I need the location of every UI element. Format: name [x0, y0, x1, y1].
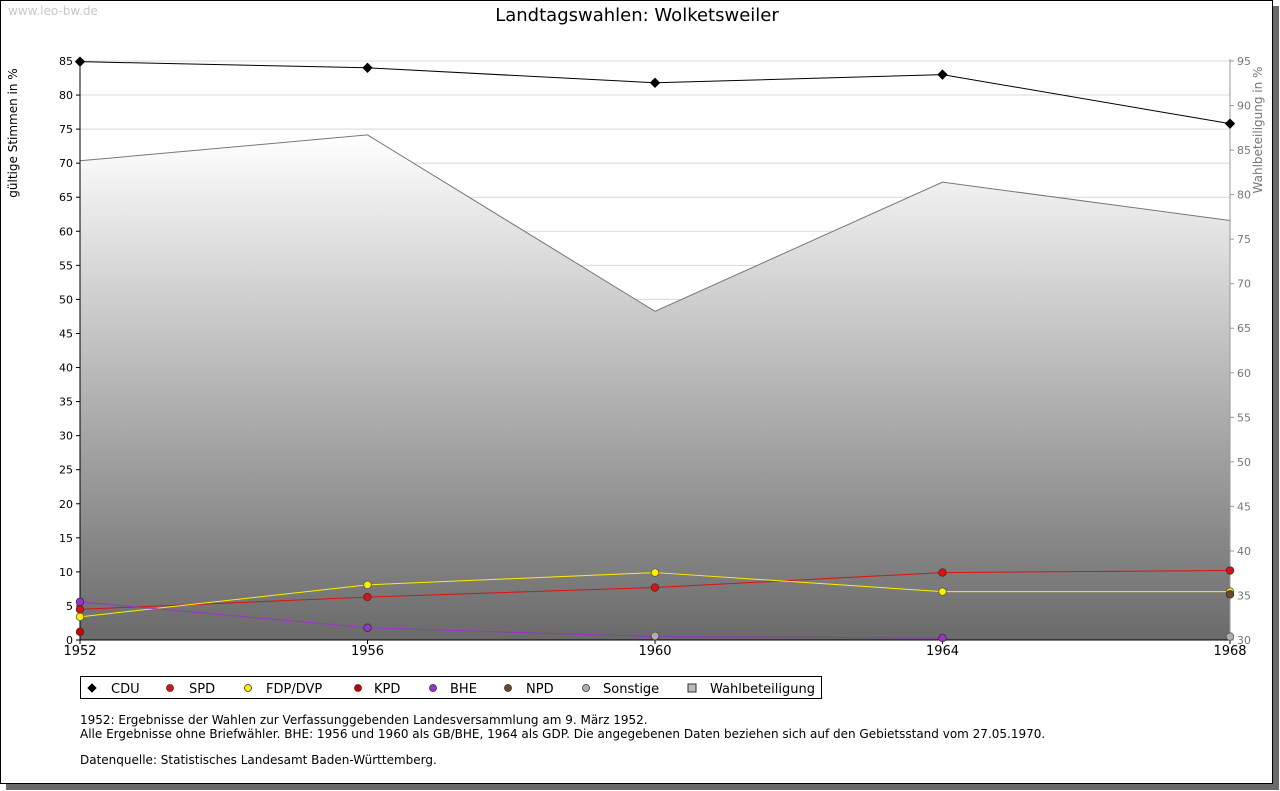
legend-label-kpd: KPD: [374, 682, 400, 697]
watermark: www.leo-bw.de: [8, 4, 98, 18]
y-tick-label: 50: [59, 293, 73, 306]
legend-marker-spd: [166, 684, 174, 692]
legend-marker-bhe: [429, 684, 437, 692]
y-tick-label: 5: [66, 600, 73, 613]
y-tick-label: 45: [59, 327, 73, 340]
data-point-cdu: [937, 69, 948, 80]
legend-label-npd: NPD: [526, 682, 554, 697]
data-point-fdp-dvp: [650, 568, 660, 577]
data-point-spd: [363, 592, 372, 602]
data-point-kpd: [75, 627, 85, 637]
data-point-spd: [938, 568, 947, 577]
legend-label-wahlbeteiligung: Wahlbeteiligung: [710, 682, 815, 697]
y-tick-label: 60: [59, 225, 73, 238]
y-tick-label: 30: [59, 430, 73, 443]
legend-marker-sonstige: [582, 684, 590, 692]
y-tick-label: 0: [66, 634, 73, 647]
y-tick-label: 25: [59, 464, 73, 477]
data-point-bhe: [75, 597, 85, 607]
turnout-line: [79, 134, 1231, 312]
y2-tick-label: 50: [1237, 456, 1251, 469]
y-tick-label: 35: [59, 396, 73, 409]
data-point-spd: [1225, 566, 1235, 575]
legend-box: [80, 676, 822, 699]
y2-tick-label: 45: [1237, 500, 1251, 513]
note-line-1: 1952: Ergebnisse der Wahlen zur Verfassu…: [80, 713, 648, 727]
y2-tick-label: 55: [1237, 411, 1251, 424]
data-point-cdu: [74, 56, 86, 67]
y2-tick-label: 90: [1237, 100, 1251, 113]
y-tick-label: 20: [59, 498, 73, 511]
y-tick-label: 55: [59, 259, 73, 272]
legend-label-bhe: BHE: [450, 682, 477, 697]
y-tick-label: 40: [59, 362, 73, 375]
y2-tick-label: 80: [1237, 189, 1251, 202]
data-point-fdp-dvp: [363, 580, 372, 590]
data-point-bhe: [363, 623, 372, 632]
legend-label-cdu: CDU: [111, 682, 140, 697]
legend-marker-wahlbeteiligung: [687, 683, 697, 693]
y-tick-label: 15: [59, 532, 73, 545]
y2-tick-label: 35: [1237, 589, 1251, 602]
data-point-sonstige: [1225, 632, 1235, 641]
data-point-spd: [75, 605, 85, 614]
legend-marker-kpd: [354, 684, 362, 692]
y-tick-label: 75: [59, 123, 73, 136]
data-point-fdp-dvp: [938, 587, 947, 596]
data-point-spd: [650, 583, 660, 592]
data-point-cdu: [362, 62, 373, 74]
x-tick-label: 1964: [926, 644, 959, 659]
data-point-sonstige: [650, 631, 660, 641]
y2-tick-label: 85: [1237, 144, 1251, 157]
y-axis-label: gültige Stimmen in %: [6, 68, 20, 197]
note-line-2: Alle Ergebnisse ohne Briefwähler. BHE: 1…: [80, 727, 1046, 741]
series-line-bhe: [79, 601, 943, 639]
y2-tick-label: 75: [1237, 233, 1251, 246]
legend-label-spd: SPD: [189, 682, 215, 697]
y-tick-label: 10: [59, 566, 73, 579]
plot-area: 0 5 10 15 20 25 30 35 40 45 50 55 60 65 70 75 80 85 30 35 40…: [59, 55, 1251, 659]
y2-tick-label: 40: [1237, 545, 1251, 558]
data-point-bhe: [938, 633, 947, 643]
data-point-cdu: [649, 77, 661, 89]
y2-tick-label: 65: [1237, 322, 1251, 335]
y-tick-label: 85: [59, 55, 73, 68]
legend-label-fdp-dvp: FDP/DVP: [266, 682, 322, 697]
legend-marker-npd: [504, 684, 512, 692]
y-tick-label: 80: [59, 89, 73, 102]
y-tick-label: 70: [59, 157, 73, 170]
chart-title: Landtagswahlen: Wolketsweiler: [495, 5, 779, 26]
y-tick-label: 65: [59, 191, 73, 204]
turnout-area: [80, 134, 1230, 641]
x-tick-label: 1968: [1213, 644, 1246, 659]
x-tick-label: 1960: [638, 644, 671, 659]
y2-tick-label: 60: [1237, 367, 1251, 380]
note-line-3: Datenquelle: Statistisches Landesamt Bad…: [80, 753, 437, 767]
data-point-cdu: [1224, 118, 1236, 129]
y2-tick-label: 70: [1237, 278, 1251, 291]
legend-marker-cdu: [87, 683, 97, 693]
legend-label-sonstige: Sonstige: [603, 682, 659, 697]
x-tick-label: 1952: [63, 644, 96, 659]
y2-tick-label: 30: [1237, 634, 1251, 647]
legend-marker-fdp-dvp: [244, 684, 252, 692]
y2-axis-label: Wahlbeteiligung in %: [1251, 67, 1265, 194]
legend: CDU SPD FDP/DVP KPD BHE NPD Sonstige Wahlbeteil…: [80, 676, 822, 699]
y2-tick-label: 95: [1237, 55, 1251, 68]
x-tick-label: 1956: [351, 644, 384, 659]
data-point-npd: [1225, 590, 1235, 599]
data-point-fdp-dvp: [75, 612, 85, 622]
